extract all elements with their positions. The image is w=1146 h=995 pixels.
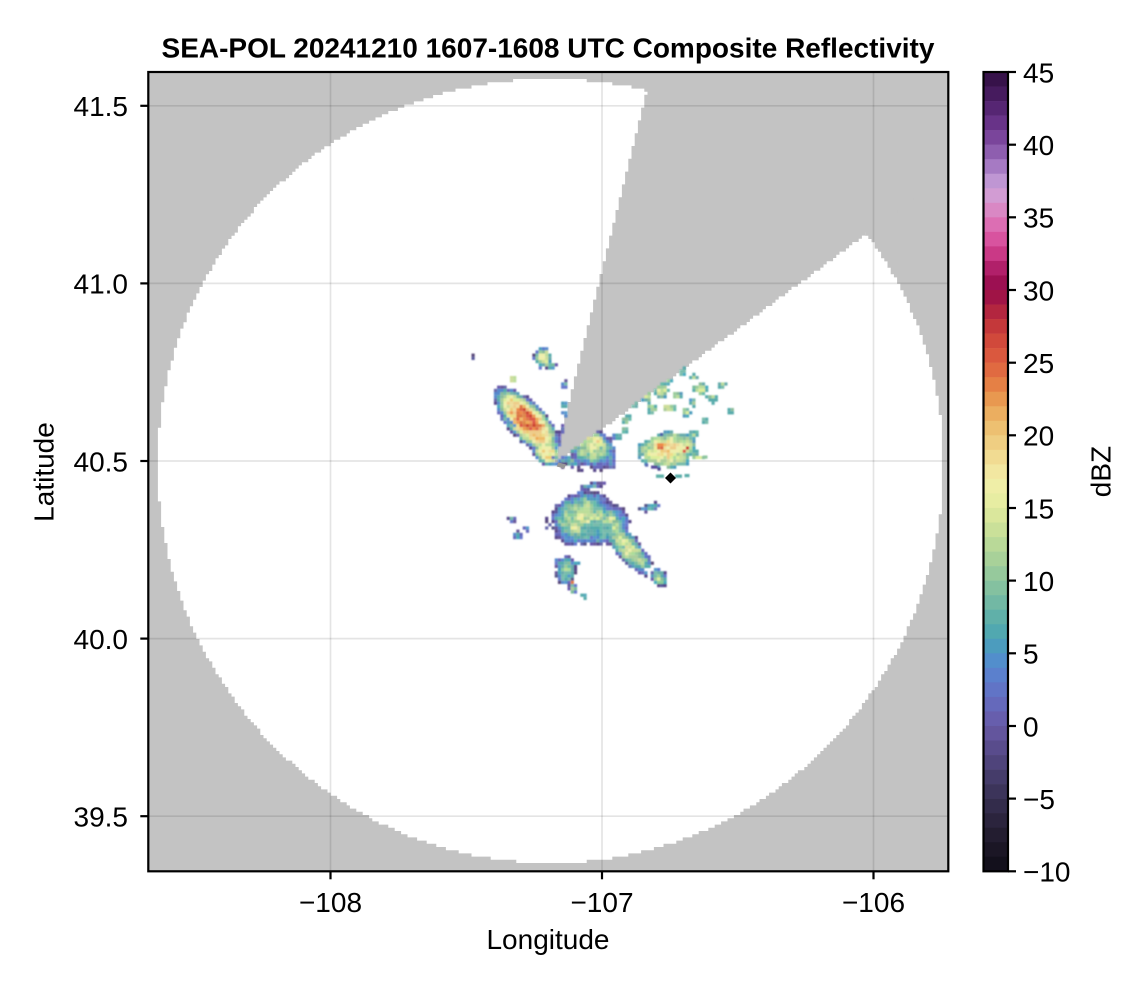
- svg-text:40.0: 40.0: [74, 624, 129, 655]
- svg-text:−5: −5: [1023, 784, 1055, 815]
- svg-text:41.5: 41.5: [74, 91, 129, 122]
- svg-text:25: 25: [1023, 348, 1054, 379]
- svg-text:40: 40: [1023, 130, 1054, 161]
- svg-text:SEA-POL 20241210 1607-1608 UTC: SEA-POL 20241210 1607-1608 UTC Composite…: [162, 32, 935, 63]
- svg-text:Longitude: Longitude: [486, 924, 609, 955]
- svg-text:35: 35: [1023, 203, 1054, 234]
- svg-text:−107: −107: [570, 887, 633, 918]
- svg-text:10: 10: [1023, 566, 1054, 597]
- svg-text:0: 0: [1023, 711, 1039, 742]
- svg-text:15: 15: [1023, 493, 1054, 524]
- svg-text:41.0: 41.0: [74, 269, 129, 300]
- svg-text:−10: −10: [1023, 857, 1071, 888]
- svg-text:40.5: 40.5: [74, 446, 129, 477]
- svg-text:−108: −108: [299, 887, 362, 918]
- svg-text:−106: −106: [842, 887, 905, 918]
- svg-text:Latitude: Latitude: [29, 422, 60, 522]
- svg-text:45: 45: [1023, 57, 1054, 88]
- svg-text:39.5: 39.5: [74, 802, 129, 833]
- svg-text:dBZ: dBZ: [1086, 446, 1117, 497]
- svg-text:20: 20: [1023, 421, 1054, 452]
- svg-text:5: 5: [1023, 639, 1039, 670]
- svg-text:30: 30: [1023, 275, 1054, 306]
